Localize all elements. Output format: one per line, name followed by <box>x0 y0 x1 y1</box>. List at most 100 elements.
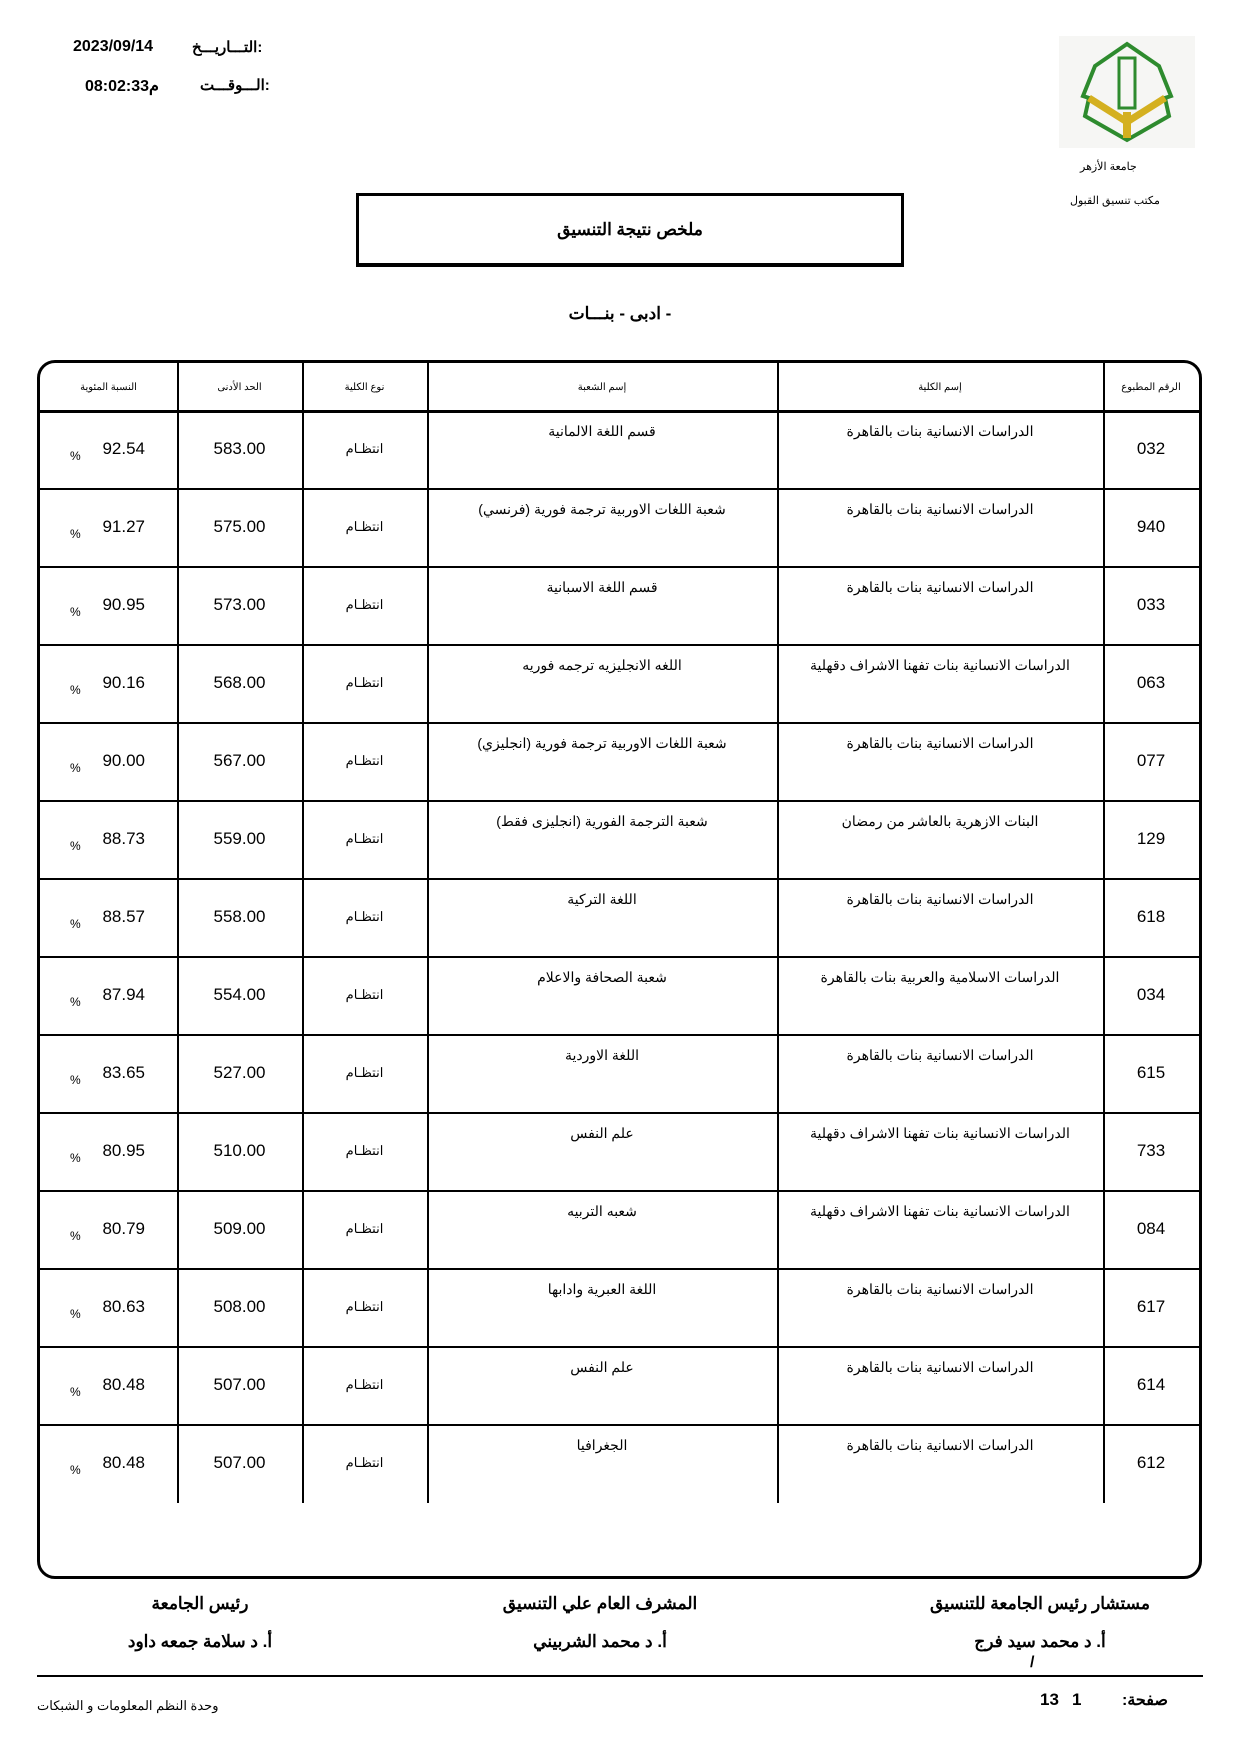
percentage-value: 87.94 <box>102 985 145 1004</box>
percent-sign: % <box>70 995 81 1009</box>
percentage-value: 88.57 <box>102 907 145 926</box>
column-header: الحد الأدنى <box>217 381 262 393</box>
college-name: الدراسات الانسانية بنات بالقاهرة <box>846 1359 1034 1375</box>
percentage-value: 83.65 <box>102 1063 145 1082</box>
signature-title-3: رئيس الجامعة <box>151 1594 249 1613</box>
percent-sign: % <box>70 1307 81 1321</box>
college-name: الدراسات الانسانية بنات بالقاهرة <box>846 579 1034 595</box>
college-type: انتظـام <box>345 987 384 1002</box>
column-divider <box>1103 363 1105 1503</box>
report-subtitle: - ادبى - بنـــات <box>568 304 672 323</box>
college-type: انتظـام <box>345 1143 384 1158</box>
minimum-score: 507.00 <box>213 1453 266 1472</box>
printed-code: 077 <box>1136 751 1166 770</box>
percent-sign: % <box>70 761 81 775</box>
table-row: % 80.63 508.00 انتظـام اللغة العبرية وادابها… <box>40 1269 1199 1348</box>
printed-code: 034 <box>1136 985 1166 1004</box>
footer-unit: وحدة النظم المعلومات و الشبكات <box>37 1698 219 1713</box>
minimum-score: 507.00 <box>213 1375 266 1394</box>
college-name: البنات الازهرية بالعاشر من رمضان <box>841 813 1039 829</box>
signature-name-3: أ. د سلامة جمعه داود <box>127 1632 273 1651</box>
college-name: الدراسات الاسلامية والعربية بنات بالقاهر… <box>820 969 1060 985</box>
percentage-value: 80.48 <box>102 1453 145 1472</box>
branch-name: اللغه الانجليزيه ترجمه فوريه <box>522 657 682 673</box>
column-divider <box>302 363 304 1503</box>
college-type: انتظـام <box>345 831 384 846</box>
college-type: انتظـام <box>345 441 384 456</box>
table-row: % 90.95 573.00 انتظـام قسم اللغة الاسبانية ال… <box>40 567 1199 646</box>
table-row: % 80.79 509.00 انتظـام شعبه التربيه الدراسات … <box>40 1191 1199 1270</box>
row-divider <box>40 956 1199 958</box>
printed-code: 084 <box>1136 1219 1166 1238</box>
college-type: انتظـام <box>345 519 384 534</box>
signature-name-1: أ. د محمد سيد فرج <box>974 1632 1106 1651</box>
branch-name: شعبة الترجمة الفورية (انجليزى فقط) <box>496 813 708 829</box>
printed-code: 033 <box>1136 595 1166 614</box>
college-type: انتظـام <box>345 1221 384 1236</box>
table-row: % 88.73 559.00 انتظـام شعبة الترجمة الفورية … <box>40 801 1199 880</box>
row-divider <box>40 1034 1199 1036</box>
row-divider <box>40 1346 1199 1348</box>
results-table: النسبة المئوية الحد الأدنى نوع الكلية إسم ا… <box>37 360 1202 1579</box>
time-label: الـــوقـــت: <box>200 77 270 94</box>
footer-divider <box>37 1675 1203 1677</box>
table-row: % 88.57 558.00 انتظـام اللغة التركية الدراسات… <box>40 879 1199 958</box>
printed-code: 940 <box>1136 517 1166 536</box>
percentage-value: 80.79 <box>102 1219 145 1238</box>
percentage-value: 80.95 <box>102 1141 145 1160</box>
table-row: % 80.48 507.00 انتظـام علم النفس الدراسات الا… <box>40 1347 1199 1426</box>
percentage-value: 91.27 <box>102 517 145 536</box>
college-type: انتظـام <box>345 1455 384 1470</box>
college-type: انتظـام <box>345 675 384 690</box>
row-divider <box>40 644 1199 646</box>
printed-code: 032 <box>1136 439 1166 458</box>
minimum-score: 573.00 <box>213 595 266 614</box>
college-name: الدراسات الانسانية بنات تفهنا الاشراف دق… <box>810 1125 1070 1141</box>
percent-sign: % <box>70 449 81 463</box>
office-name: مكتب تنسيق القبول <box>1070 195 1160 207</box>
branch-name: شعبة الصحافة والاعلام <box>537 969 667 985</box>
slash-mark: / <box>1030 1654 1035 1671</box>
college-type: انتظـام <box>345 1065 384 1080</box>
college-name: الدراسات الانسانية بنات بالقاهرة <box>846 891 1034 907</box>
report-title: ملخص نتيجة التنسيق <box>356 193 904 267</box>
printed-code: 614 <box>1136 1375 1166 1394</box>
table-row: % 87.94 554.00 انتظـام شعبة الصحافة والاعلام… <box>40 957 1199 1036</box>
row-divider <box>40 566 1199 568</box>
printed-code: 733 <box>1136 1141 1166 1160</box>
column-header: إسم الكلية <box>918 381 962 393</box>
percentage-value: 90.95 <box>102 595 145 614</box>
percent-sign: % <box>70 839 81 853</box>
percentage-value: 90.00 <box>102 751 145 770</box>
branch-name: قسم اللغة الالمانية <box>548 423 656 439</box>
column-header: نوع الكلية <box>344 381 385 393</box>
column-divider <box>427 363 429 1503</box>
percent-sign: % <box>70 1463 81 1477</box>
college-name: الدراسات الانسانية بنات تفهنا الاشراف دق… <box>810 657 1070 673</box>
percent-sign: % <box>70 1229 81 1243</box>
branch-name: شعبة اللغات الاوربية ترجمة فورية (فرنسي) <box>478 501 726 517</box>
university-name: جامعة الأزهر <box>1080 161 1137 173</box>
printed-code: 612 <box>1136 1453 1166 1472</box>
minimum-score: 558.00 <box>213 907 266 926</box>
column-header: الرقم المطبوع <box>1121 381 1181 393</box>
table-row: % 90.00 567.00 انتظـام شعبة اللغات الاوربية … <box>40 723 1199 802</box>
row-divider <box>40 800 1199 802</box>
branch-name: علم النفس <box>570 1125 634 1141</box>
minimum-score: 568.00 <box>213 673 266 692</box>
percentage-value: 80.63 <box>102 1297 145 1316</box>
row-divider <box>40 488 1199 490</box>
date-label: التـــاريـــخ: <box>192 39 263 56</box>
page-label: صفحة: <box>1122 1692 1168 1709</box>
college-name: الدراسات الانسانية بنات بالقاهرة <box>846 735 1034 751</box>
minimum-score: 508.00 <box>213 1297 266 1316</box>
college-type: انتظـام <box>345 1377 384 1392</box>
branch-name: اللغة الاوردية <box>565 1047 639 1063</box>
college-name: الدراسات الانسانية بنات بالقاهرة <box>846 1437 1034 1453</box>
percent-sign: % <box>70 1151 81 1165</box>
college-name: الدراسات الانسانية بنات تفهنا الاشراف دق… <box>810 1203 1070 1219</box>
college-name: الدراسات الانسانية بنات بالقاهرة <box>846 1281 1034 1297</box>
row-divider <box>40 1424 1199 1426</box>
minimum-score: 510.00 <box>213 1141 266 1160</box>
row-divider <box>40 722 1199 724</box>
